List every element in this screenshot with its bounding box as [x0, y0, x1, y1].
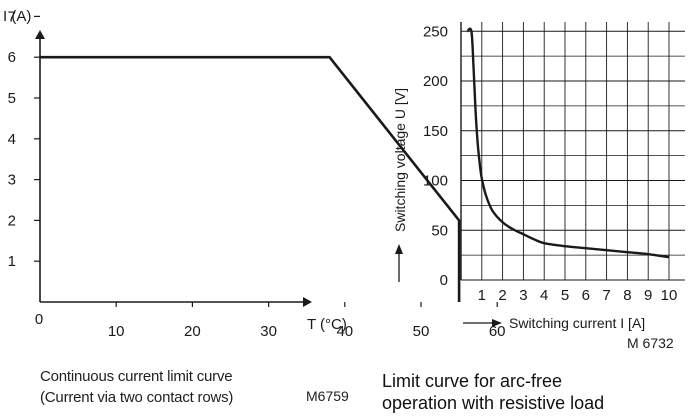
- x-tick-label: 6: [582, 287, 590, 304]
- y-axis-label: Switching voltage U [V]: [392, 88, 408, 232]
- x-tick-label: 0: [35, 311, 43, 328]
- x-tick-label: 5: [561, 287, 569, 304]
- x-tick-label: 10: [661, 287, 678, 304]
- y-tick-label: 2: [8, 212, 16, 229]
- y-axis-label: I (A): [3, 8, 31, 25]
- x-tick-label: 7: [602, 287, 610, 304]
- y-tick-label: 1: [8, 253, 16, 270]
- y-axis-direction-arrow-head: [395, 244, 403, 254]
- y-axis-arrow: [35, 30, 45, 39]
- x-tick-label: 2: [498, 287, 506, 304]
- x-tick-label: 10: [108, 323, 125, 340]
- y-tick-label: 4: [8, 131, 16, 148]
- x-tick-label: 8: [623, 287, 631, 304]
- right-figure-code: M 6732: [627, 335, 674, 351]
- current-limit-line: [40, 55, 461, 302]
- x-tick-label: 50: [413, 323, 430, 340]
- arc-free-limit-chart: 0 50 100 150 200 250 1 2 3 4 5 6 7 8 9 10 Switching volt…: [392, 22, 685, 331]
- x-tick-label: 40: [336, 323, 353, 340]
- y-tick-label: 3: [8, 172, 16, 189]
- x-tick-label: 60: [489, 323, 506, 340]
- left-caption-line-2: (Current via two contact rows): [40, 389, 234, 406]
- right-caption-line-1: Limit curve for arc-free: [382, 371, 563, 391]
- y-tick-label: 6: [8, 49, 16, 66]
- y-tick-label: 0: [440, 272, 448, 289]
- y-tick-label: 7: [8, 8, 16, 25]
- arc-free-limit-curve: [466, 27, 670, 259]
- y-tick-label: 5: [8, 90, 16, 107]
- right-caption-line-2: operation with resistive load: [382, 393, 605, 413]
- y-tick-label: 50: [431, 222, 448, 239]
- x-axis-direction-arrow-head: [492, 319, 502, 327]
- x-tick-label: 20: [184, 323, 201, 340]
- x-tick-label: 30: [260, 323, 277, 340]
- left-caption-line-1: Continuous current limit curve: [40, 368, 233, 385]
- y-tick-label: 200: [423, 73, 448, 90]
- x-tick-label: 1: [478, 287, 486, 304]
- x-axis-label: T (°C): [307, 316, 347, 333]
- x-tick-label: 4: [540, 287, 548, 304]
- x-axis-label: Switching current I [A]: [509, 315, 645, 331]
- y-tick-label: 250: [423, 23, 448, 40]
- x-tick-label: 9: [644, 287, 652, 304]
- x-tick-label: 3: [519, 287, 527, 304]
- y-tick-label: 100: [423, 173, 448, 190]
- y-tick-label: 150: [423, 123, 448, 140]
- left-figure-code: M6759: [306, 388, 349, 404]
- x-axis-arrow: [303, 297, 312, 307]
